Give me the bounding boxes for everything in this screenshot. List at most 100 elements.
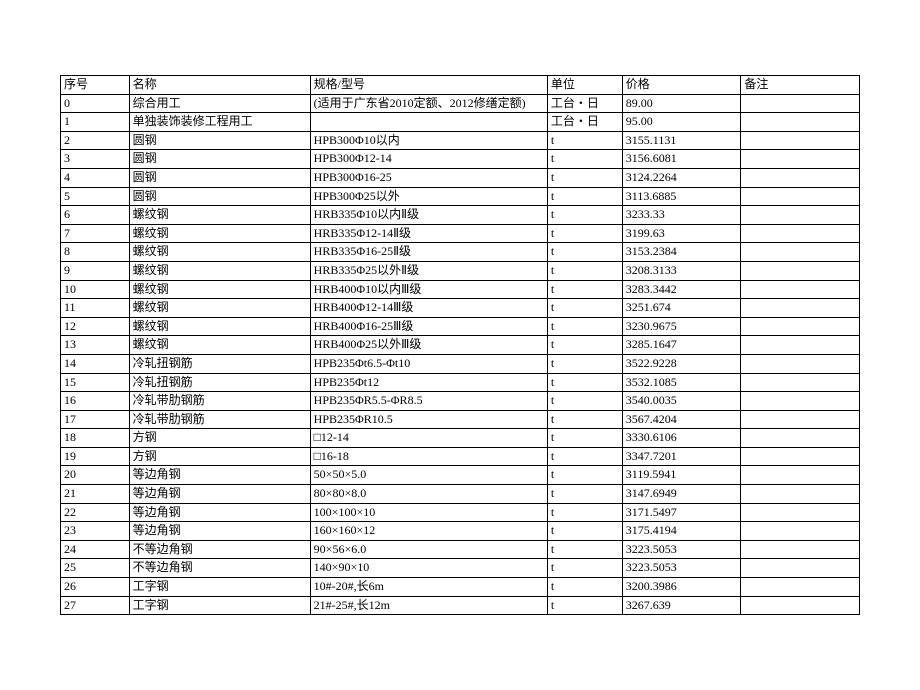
table-row: 24不等边角钢90×56×6.0t3223.5053 [61,540,860,559]
cell-name: 综合用工 [129,94,310,113]
table-row: 1单独装饰装修工程用工工台・日95.00 [61,113,860,132]
cell-unit: t [547,150,622,169]
table-row: 12螺纹钢HRB400Φ16-25Ⅲ级t3230.9675 [61,317,860,336]
cell-seq: 26 [61,578,130,597]
cell-seq: 12 [61,317,130,336]
material-price-table: 序号 名称 规格/型号 单位 价格 备注 0综合用工(适用于广东省2010定额、… [60,75,860,615]
cell-spec: HRB335Φ10以内Ⅱ级 [310,206,547,225]
cell-seq: 6 [61,206,130,225]
table-row: 2圆钢HPB300Φ10以内t3155.1131 [61,131,860,150]
cell-name: 冷轧带肋钢筋 [129,392,310,411]
cell-price: 3267.639 [622,596,741,615]
cell-seq: 8 [61,243,130,262]
cell-seq: 19 [61,447,130,466]
cell-price: 3147.6949 [622,485,741,504]
cell-price: 3124.2264 [622,168,741,187]
cell-remark [741,280,860,299]
cell-name: 圆钢 [129,187,310,206]
cell-remark [741,131,860,150]
cell-name: 工字钢 [129,578,310,597]
table-row: 26工字钢10#-20#,长6mt3200.3986 [61,578,860,597]
cell-name: 螺纹钢 [129,299,310,318]
header-name: 名称 [129,76,310,95]
table-row: 21等边角钢80×80×8.0t3147.6949 [61,485,860,504]
cell-spec: HPB300Φ16-25 [310,168,547,187]
cell-seq: 20 [61,466,130,485]
cell-price: 3522.9228 [622,354,741,373]
cell-remark [741,168,860,187]
cell-spec: HPB300Φ25以外 [310,187,547,206]
cell-unit: t [547,280,622,299]
cell-unit: t [547,410,622,429]
cell-name: 螺纹钢 [129,336,310,355]
cell-price: 3285.1647 [622,336,741,355]
cell-spec: HRB400Φ25以外Ⅲ级 [310,336,547,355]
cell-price: 3540.0035 [622,392,741,411]
cell-name: 不等边角钢 [129,559,310,578]
table-row: 15冷轧扭钢筋HPB235Φt12t3532.1085 [61,373,860,392]
cell-name: 冷轧扭钢筋 [129,354,310,373]
cell-unit: t [547,466,622,485]
table-row: 7螺纹钢HRB335Φ12-14Ⅱ级t3199.63 [61,224,860,243]
cell-unit: t [547,559,622,578]
cell-remark [741,299,860,318]
cell-name: 螺纹钢 [129,206,310,225]
cell-remark [741,113,860,132]
cell-seq: 5 [61,187,130,206]
cell-name: 螺纹钢 [129,280,310,299]
cell-name: 方钢 [129,429,310,448]
cell-name: 等边角钢 [129,485,310,504]
cell-spec: HRB335Φ16-25Ⅱ级 [310,243,547,262]
cell-spec: 21#-25#,长12m [310,596,547,615]
header-seq: 序号 [61,76,130,95]
cell-price: 3283.3442 [622,280,741,299]
cell-seq: 0 [61,94,130,113]
cell-spec: 140×90×10 [310,559,547,578]
cell-price: 3155.1131 [622,131,741,150]
cell-unit: t [547,168,622,187]
cell-remark [741,466,860,485]
cell-price: 3347.7201 [622,447,741,466]
cell-seq: 15 [61,373,130,392]
table-row: 3圆钢HPB300Φ12-14t3156.6081 [61,150,860,169]
cell-remark [741,354,860,373]
cell-price: 3330.6106 [622,429,741,448]
cell-spec: HRB335Φ12-14Ⅱ级 [310,224,547,243]
table-row: 27工字钢21#-25#,长12mt3267.639 [61,596,860,615]
cell-unit: t [547,447,622,466]
cell-unit: t [547,485,622,504]
cell-unit: t [547,131,622,150]
cell-spec: HRB335Φ25以外Ⅱ级 [310,261,547,280]
table-row: 18方钢□12-14t3330.6106 [61,429,860,448]
cell-remark [741,206,860,225]
cell-name: 螺纹钢 [129,317,310,336]
cell-seq: 18 [61,429,130,448]
cell-price: 95.00 [622,113,741,132]
cell-remark [741,317,860,336]
cell-seq: 9 [61,261,130,280]
table-row: 9螺纹钢HRB335Φ25以外Ⅱ级t3208.3133 [61,261,860,280]
cell-spec: HRB400Φ16-25Ⅲ级 [310,317,547,336]
cell-spec [310,113,547,132]
cell-remark [741,261,860,280]
cell-seq: 2 [61,131,130,150]
cell-seq: 21 [61,485,130,504]
cell-unit: t [547,243,622,262]
cell-spec: 80×80×8.0 [310,485,547,504]
cell-seq: 27 [61,596,130,615]
table-row: 22等边角钢100×100×10t3171.5497 [61,503,860,522]
cell-name: 螺纹钢 [129,224,310,243]
cell-remark [741,224,860,243]
cell-unit: t [547,261,622,280]
cell-name: 螺纹钢 [129,261,310,280]
cell-seq: 22 [61,503,130,522]
cell-remark [741,187,860,206]
cell-unit: t [547,299,622,318]
cell-price: 3175.4194 [622,522,741,541]
cell-name: 等边角钢 [129,503,310,522]
cell-price: 3223.5053 [622,540,741,559]
cell-spec: HPB300Φ12-14 [310,150,547,169]
cell-spec: 160×160×12 [310,522,547,541]
cell-name: 圆钢 [129,168,310,187]
cell-spec: HRB400Φ10以内Ⅲ级 [310,280,547,299]
